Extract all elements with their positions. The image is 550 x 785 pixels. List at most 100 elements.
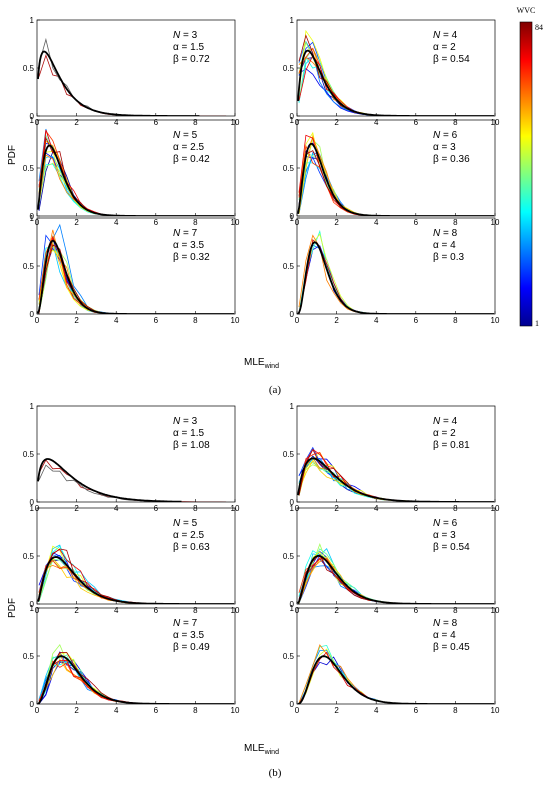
empirical-curves: [298, 644, 480, 704]
annotation-N: N = 7: [173, 228, 198, 239]
panel-a-N8: 0 2 4 6 8 10 0 0.5 1 N = 8α = 4β = 0.3: [283, 214, 500, 325]
x-axis-label-a: MLEwind: [244, 357, 279, 370]
axes-box: [36, 19, 236, 117]
y-tick-label: 0: [290, 498, 295, 507]
axes-box: [296, 405, 496, 503]
y-tick-label: 1: [30, 116, 35, 125]
annotation-N: N = 4: [433, 416, 458, 427]
empirical-curve: [38, 129, 143, 216]
annotation-beta: β = 0.63: [173, 542, 210, 553]
x-tick-label: 8: [193, 504, 198, 513]
axes-box: [296, 507, 496, 605]
empirical-curve: [38, 660, 206, 704]
annotation-alpha: α = 1.5: [173, 428, 205, 439]
x-tick-label: 2: [74, 118, 79, 127]
x-tick-label: 2: [334, 118, 339, 127]
empirical-curve: [38, 229, 171, 314]
x-tick-label: 4: [114, 706, 119, 715]
x-tick-label: 8: [453, 118, 458, 127]
annotation-alpha: α = 2: [433, 428, 456, 439]
empirical-curve: [298, 150, 424, 216]
annotation-beta: β = 0.81: [433, 440, 470, 451]
empirical-curve: [38, 136, 164, 216]
gamma-fit-curve: [37, 458, 182, 502]
empirical-curve: [38, 162, 109, 216]
empirical-curve: [298, 650, 403, 704]
y-tick-label: 0.5: [283, 164, 295, 173]
y-tick-label: 0.5: [23, 552, 35, 561]
x-tick-label: 8: [453, 218, 458, 227]
y-tick-label: 0.5: [23, 450, 35, 459]
annotation-alpha: α = 1.5: [173, 42, 205, 53]
annotation-N: N = 6: [433, 518, 458, 529]
x-axis-label-b-sub: wind: [264, 749, 280, 756]
y-tick-label: 1: [290, 402, 295, 411]
gamma-fit-curve: [297, 555, 494, 604]
empirical-curve: [38, 249, 136, 314]
x-tick-label: 2: [334, 218, 339, 227]
x-tick-label: 0: [35, 706, 40, 715]
annotation-alpha: α = 3.5: [173, 630, 205, 641]
y-tick-label: 0: [290, 112, 295, 121]
empirical-curves: [298, 446, 480, 502]
gamma-fit-curve: [297, 457, 494, 502]
annotation-N: N = 5: [173, 518, 198, 529]
empirical-curves: [298, 29, 487, 116]
axes-box: [36, 507, 236, 605]
x-tick-label: 10: [491, 706, 500, 715]
gamma-fit-curve: [37, 239, 234, 314]
annotation-N: N = 5: [173, 130, 198, 141]
empirical-curve: [38, 559, 213, 604]
x-tick-label: 6: [154, 706, 159, 715]
x-tick-label: 2: [334, 606, 339, 615]
empirical-curve: [298, 136, 445, 216]
empirical-curve: [298, 245, 445, 314]
empirical-curve: [298, 139, 445, 216]
x-axis-label-b-main: MLE: [244, 743, 265, 754]
x-tick-label: 8: [193, 118, 198, 127]
y-tick-label: 0.5: [23, 164, 35, 173]
x-tick-label: 8: [453, 606, 458, 615]
y-tick-label: 1: [290, 16, 295, 25]
x-tick-label: 8: [193, 706, 198, 715]
x-tick-label: 6: [414, 118, 419, 127]
gamma-fit-curve: [297, 655, 494, 704]
x-tick-label: 6: [154, 504, 159, 513]
axes-box: [36, 405, 236, 503]
y-tick-label: 1: [30, 16, 35, 25]
empirical-curve: [298, 56, 376, 116]
axes-box: [296, 19, 496, 117]
empirical-curve: [298, 554, 403, 604]
annotation-alpha: α = 2.5: [173, 530, 205, 541]
y-tick-label: 0.5: [283, 652, 295, 661]
x-tick-label: 2: [334, 706, 339, 715]
gamma-fit-curve: [37, 144, 234, 216]
caption-b: (b): [269, 767, 282, 779]
annotation-beta: β = 0.36: [433, 154, 470, 165]
empirical-curve: [38, 545, 143, 604]
x-tick-label: 2: [74, 606, 79, 615]
x-tick-label: 4: [114, 606, 119, 615]
y-tick-label: 0.5: [23, 64, 35, 73]
x-tick-label: 10: [491, 316, 500, 325]
y-tick-label: 0: [30, 212, 35, 221]
x-tick-label: 6: [414, 504, 419, 513]
y-axis-label-b: PDF: [7, 598, 18, 618]
colorbar-gradient: [519, 21, 533, 327]
y-tick-label: 1: [30, 214, 35, 223]
y-tick-label: 0: [290, 310, 295, 319]
x-tick-label: 4: [374, 504, 379, 513]
x-tick-label: 8: [193, 218, 198, 227]
empirical-curve: [38, 548, 233, 604]
x-tick-label: 6: [414, 218, 419, 227]
annotation-alpha: α = 4: [433, 630, 456, 641]
x-tick-label: 6: [414, 606, 419, 615]
y-axis-label-a: PDF: [7, 145, 18, 165]
x-tick-label: 2: [74, 218, 79, 227]
annotation-alpha: α = 4: [433, 240, 456, 251]
empirical-curve: [298, 133, 452, 216]
empirical-curve: [38, 559, 185, 604]
